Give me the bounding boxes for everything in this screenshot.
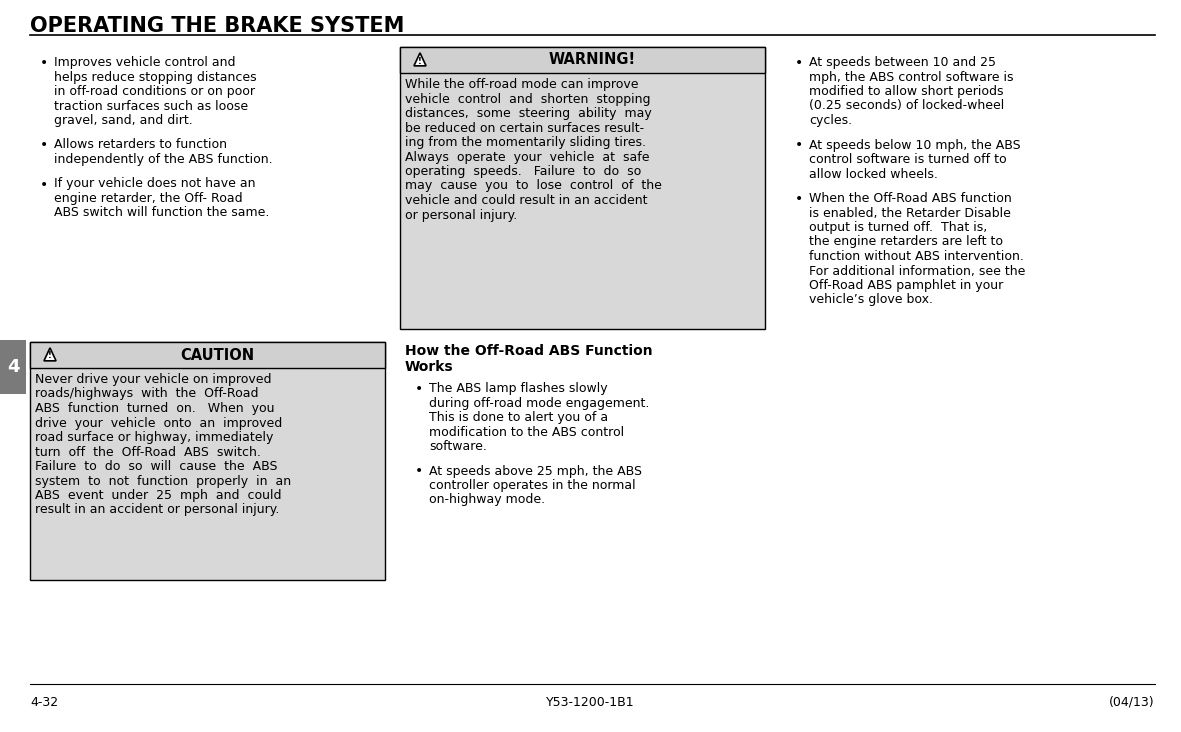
Text: 4-32: 4-32: [30, 695, 58, 709]
Text: roads/highways  with  the  Off-Road: roads/highways with the Off-Road: [35, 387, 259, 400]
Text: output is turned off.  That is,: output is turned off. That is,: [809, 221, 987, 234]
Text: CAUTION: CAUTION: [181, 348, 255, 362]
Text: operating  speeds.   Failure  to  do  so: operating speeds. Failure to do so: [405, 165, 641, 178]
Text: may  cause  you  to  lose  control  of  the: may cause you to lose control of the: [405, 179, 661, 193]
Text: Always  operate  your  vehicle  at  safe: Always operate your vehicle at safe: [405, 151, 650, 163]
FancyBboxPatch shape: [30, 342, 385, 580]
Text: The ABS lamp flashes slowly: The ABS lamp flashes slowly: [429, 382, 608, 395]
Text: •: •: [415, 465, 423, 479]
Text: during off-road mode engagement.: during off-road mode engagement.: [429, 397, 650, 409]
Text: •: •: [40, 56, 48, 70]
Text: result in an accident or personal injury.: result in an accident or personal injury…: [35, 504, 280, 517]
Text: control software is turned off to: control software is turned off to: [809, 153, 1006, 166]
Text: •: •: [40, 177, 48, 192]
Text: or personal injury.: or personal injury.: [405, 209, 517, 222]
Text: When the Off-Road ABS function: When the Off-Road ABS function: [809, 192, 1012, 205]
Text: Never drive your vehicle on improved: Never drive your vehicle on improved: [35, 373, 272, 386]
Text: modified to allow short periods: modified to allow short periods: [809, 85, 1004, 98]
Text: ABS switch will function the same.: ABS switch will function the same.: [54, 206, 269, 220]
Text: This is done to alert you of a: This is done to alert you of a: [429, 411, 608, 424]
Text: road surface or highway, immediately: road surface or highway, immediately: [35, 431, 273, 444]
Text: system  to  not  function  properly  in  an: system to not function properly in an: [35, 474, 292, 488]
Text: Off-Road ABS pamphlet in your: Off-Road ABS pamphlet in your: [809, 279, 1003, 292]
Text: •: •: [795, 192, 803, 206]
Text: turn  off  the  Off-Road  ABS  switch.: turn off the Off-Road ABS switch.: [35, 446, 261, 458]
Text: controller operates in the normal: controller operates in the normal: [429, 479, 635, 492]
Text: OPERATING THE BRAKE SYSTEM: OPERATING THE BRAKE SYSTEM: [30, 16, 404, 36]
Text: drive  your  vehicle  onto  an  improved: drive your vehicle onto an improved: [35, 417, 282, 430]
Text: software.: software.: [429, 440, 487, 453]
Text: independently of the ABS function.: independently of the ABS function.: [54, 153, 273, 166]
Text: gravel, sand, and dirt.: gravel, sand, and dirt.: [54, 114, 193, 127]
FancyBboxPatch shape: [30, 342, 385, 368]
Text: is enabled, the Retarder Disable: is enabled, the Retarder Disable: [809, 206, 1011, 220]
Text: !: !: [418, 56, 422, 65]
Text: 4: 4: [7, 358, 19, 376]
Text: vehicle and could result in an accident: vehicle and could result in an accident: [405, 194, 647, 207]
Text: If your vehicle does not have an: If your vehicle does not have an: [54, 177, 255, 190]
Text: Y53-1200-1B1: Y53-1200-1B1: [546, 695, 634, 709]
Text: For additional information, see the: For additional information, see the: [809, 264, 1025, 277]
FancyBboxPatch shape: [400, 47, 765, 73]
Text: (04/13): (04/13): [1109, 695, 1155, 709]
Text: At speeds above 25 mph, the ABS: At speeds above 25 mph, the ABS: [429, 465, 642, 477]
Text: ABS  event  under  25  mph  and  could: ABS event under 25 mph and could: [35, 489, 281, 502]
Text: At speeds between 10 and 25: At speeds between 10 and 25: [809, 56, 996, 69]
Text: distances,  some  steering  ability  may: distances, some steering ability may: [405, 107, 652, 120]
FancyBboxPatch shape: [0, 340, 26, 394]
Text: vehicle  control  and  shorten  stopping: vehicle control and shorten stopping: [405, 92, 651, 105]
Text: on-highway mode.: on-highway mode.: [429, 493, 546, 507]
Polygon shape: [415, 53, 426, 66]
Text: Allows retarders to function: Allows retarders to function: [54, 138, 227, 152]
Text: the engine retarders are left to: the engine retarders are left to: [809, 236, 1003, 248]
Text: be reduced on certain surfaces result-: be reduced on certain surfaces result-: [405, 122, 644, 135]
Text: WARNING!: WARNING!: [549, 53, 637, 67]
Text: in off-road conditions or on poor: in off-road conditions or on poor: [54, 85, 255, 98]
Text: •: •: [795, 56, 803, 70]
Polygon shape: [44, 348, 56, 361]
Text: While the off-road mode can improve: While the off-road mode can improve: [405, 78, 639, 91]
Text: How the Off-Road ABS Function: How the Off-Road ABS Function: [405, 344, 653, 358]
Text: Works: Works: [405, 360, 454, 374]
Text: Failure  to  do  so  will  cause  the  ABS: Failure to do so will cause the ABS: [35, 460, 278, 473]
Text: At speeds below 10 mph, the ABS: At speeds below 10 mph, the ABS: [809, 138, 1020, 152]
FancyBboxPatch shape: [400, 47, 765, 329]
Text: engine retarder, the Off- Road: engine retarder, the Off- Road: [54, 192, 242, 205]
Text: (0.25 seconds) of locked-wheel: (0.25 seconds) of locked-wheel: [809, 100, 1004, 113]
Text: cycles.: cycles.: [809, 114, 853, 127]
Text: traction surfaces such as loose: traction surfaces such as loose: [54, 100, 248, 113]
Text: helps reduce stopping distances: helps reduce stopping distances: [54, 70, 256, 83]
Text: •: •: [40, 138, 48, 152]
Text: Improves vehicle control and: Improves vehicle control and: [54, 56, 235, 69]
Text: •: •: [795, 138, 803, 152]
Text: ing from the momentarily sliding tires.: ing from the momentarily sliding tires.: [405, 136, 646, 149]
Text: mph, the ABS control software is: mph, the ABS control software is: [809, 70, 1013, 83]
Text: •: •: [415, 382, 423, 396]
Text: vehicle’s glove box.: vehicle’s glove box.: [809, 294, 933, 307]
Text: function without ABS intervention.: function without ABS intervention.: [809, 250, 1024, 263]
Text: ABS  function  turned  on.   When  you: ABS function turned on. When you: [35, 402, 274, 415]
Text: modification to the ABS control: modification to the ABS control: [429, 425, 624, 438]
Text: allow locked wheels.: allow locked wheels.: [809, 168, 938, 181]
Text: !: !: [48, 351, 52, 360]
